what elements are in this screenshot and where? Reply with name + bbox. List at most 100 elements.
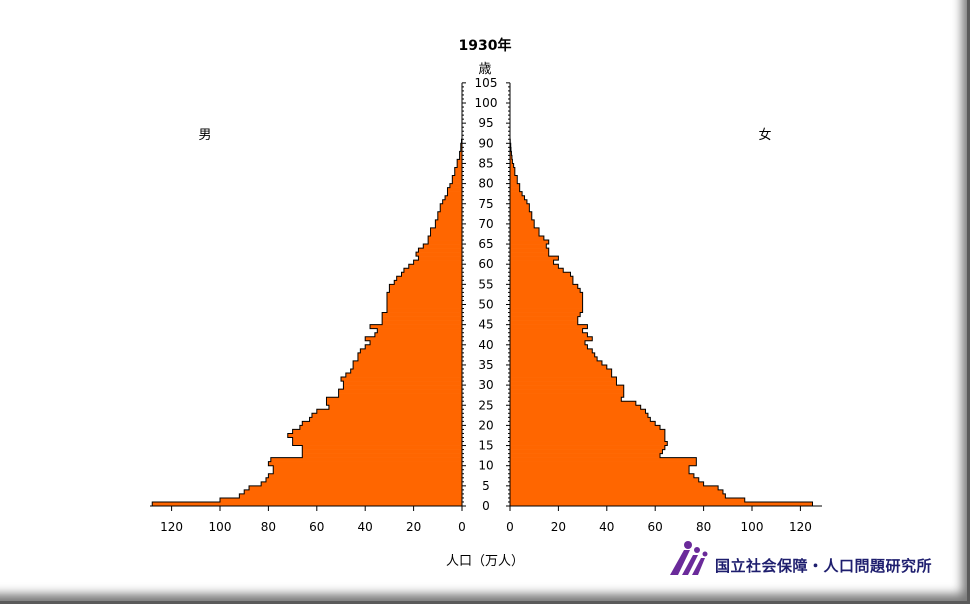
male-bar xyxy=(413,260,462,265)
x-axis-label: 人口（万人） xyxy=(446,554,524,569)
male-bar xyxy=(452,179,462,184)
age-tick-label: 35 xyxy=(478,358,493,372)
male-bar xyxy=(389,284,462,289)
male-bar xyxy=(386,292,462,297)
age-tick-label: 70 xyxy=(478,217,493,231)
female-bar xyxy=(510,332,588,338)
male-bar xyxy=(386,308,462,313)
male-bar xyxy=(302,421,462,426)
female-bar xyxy=(510,203,530,209)
male-bar xyxy=(292,437,462,442)
age-tick-label: 60 xyxy=(478,257,493,271)
male-bar xyxy=(370,324,462,329)
male-bar xyxy=(265,477,462,483)
female-bar xyxy=(510,195,525,201)
male-bar xyxy=(270,457,462,462)
male-bar xyxy=(353,360,462,366)
male-bar xyxy=(408,264,462,269)
age-tick-label: 0 xyxy=(482,499,490,513)
male-bar xyxy=(428,235,462,241)
female-bar xyxy=(510,352,595,358)
age-tick-label: 90 xyxy=(478,136,493,150)
male-bar xyxy=(447,191,462,196)
female-value-label: 20 xyxy=(551,520,566,534)
age-tick-label: 45 xyxy=(478,318,493,332)
male-bar xyxy=(302,449,462,454)
male-bar xyxy=(416,252,462,257)
female-outline xyxy=(509,138,813,507)
axes: 0 5 10 15 20 25 30 35 40 45 50 55 60 65 70 75 80 85 90 95 10… xyxy=(150,76,822,534)
male-bar xyxy=(302,445,462,450)
male-bar xyxy=(386,304,462,309)
female-bar xyxy=(510,284,578,289)
male-bar xyxy=(457,159,462,164)
female-bar xyxy=(510,227,540,233)
male-bar xyxy=(430,227,462,233)
male-bar xyxy=(418,248,462,253)
male-bar xyxy=(447,187,462,192)
male-bar xyxy=(343,385,462,390)
female-bar xyxy=(510,187,520,192)
female-bar xyxy=(510,328,583,334)
female-bar xyxy=(510,252,549,257)
male-bar xyxy=(273,465,462,471)
male-bar xyxy=(287,433,462,438)
age-tick-label: 75 xyxy=(478,197,493,211)
female-bar xyxy=(510,413,648,418)
male-bar xyxy=(454,167,462,172)
male-bar xyxy=(326,397,462,402)
female-value-label: 60 xyxy=(648,520,663,534)
female-bar xyxy=(510,240,549,245)
male-bar xyxy=(457,163,462,168)
female-bar xyxy=(510,368,612,374)
age-tick-label: 25 xyxy=(478,398,493,412)
female-bar xyxy=(510,348,593,354)
ipss-logo-icon xyxy=(670,541,708,575)
male-bar xyxy=(403,268,462,273)
age-tick-label: 65 xyxy=(478,237,493,251)
age-unit-label: 歳 xyxy=(478,62,491,77)
female-bar xyxy=(510,296,583,301)
male-bar xyxy=(343,381,462,386)
female-bar xyxy=(510,405,641,410)
female-bar xyxy=(510,469,690,475)
male-outline xyxy=(151,138,463,507)
male-bar xyxy=(345,373,462,378)
male-bar xyxy=(268,473,462,479)
female-bar xyxy=(510,397,622,402)
female-bar xyxy=(510,324,588,329)
female-bar xyxy=(510,489,723,495)
male-bar xyxy=(440,207,462,213)
female-bar xyxy=(510,171,515,176)
female-bar xyxy=(510,183,520,188)
female-bar xyxy=(510,316,578,321)
female-bar xyxy=(510,260,554,265)
male-bar xyxy=(341,377,462,382)
female-bar xyxy=(510,461,697,466)
male-bar xyxy=(435,219,462,225)
female-value-label: 100 xyxy=(741,520,764,534)
female-bar xyxy=(510,207,530,213)
female-bar xyxy=(510,235,544,241)
male-bar xyxy=(152,501,463,507)
male-bar xyxy=(396,276,462,281)
male-bar xyxy=(316,409,462,414)
female-bar xyxy=(510,163,514,168)
female-bar xyxy=(510,308,583,313)
age-tick-label: 50 xyxy=(478,298,493,312)
female-bar xyxy=(510,449,663,454)
male-bar xyxy=(401,272,462,277)
female-bar xyxy=(510,373,612,378)
age-tick-label: 30 xyxy=(478,378,493,392)
female-bar xyxy=(510,304,583,309)
male-bar xyxy=(365,336,462,342)
female-bar xyxy=(510,364,607,370)
female-bar xyxy=(510,457,697,462)
male-bar xyxy=(268,461,462,466)
female-bar xyxy=(510,344,588,350)
female-bar xyxy=(510,312,581,317)
female-bar xyxy=(510,340,586,346)
female-value-label: 40 xyxy=(599,520,614,534)
male-bar xyxy=(437,211,462,217)
female-label: 女 xyxy=(758,127,771,143)
